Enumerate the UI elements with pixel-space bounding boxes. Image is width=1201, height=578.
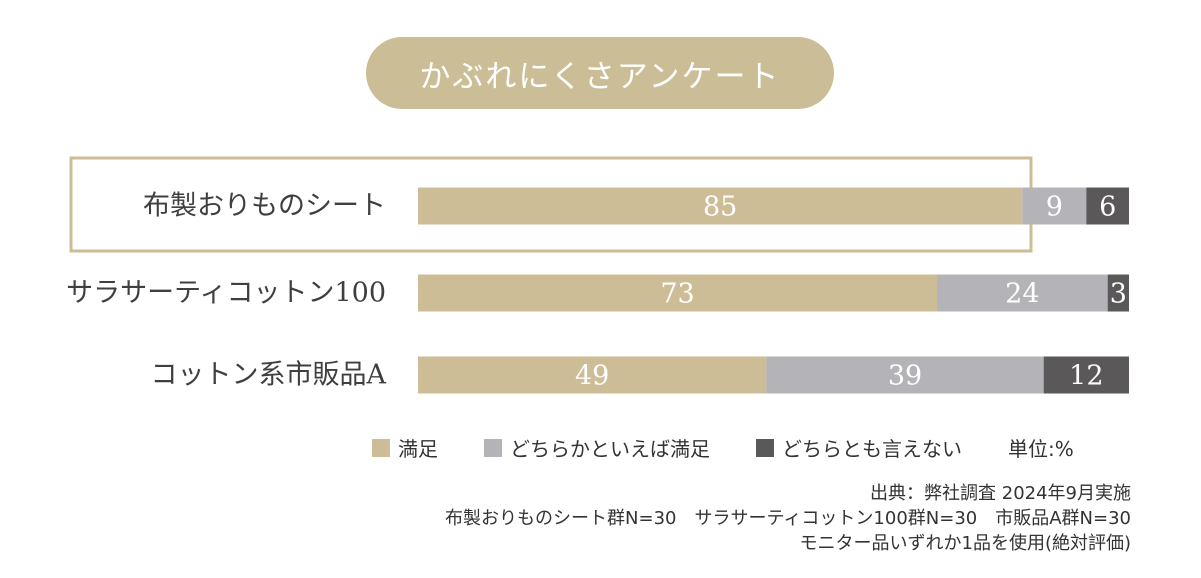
bar-segment (1043, 356, 1129, 394)
unit-label: 単位:% (1008, 437, 1074, 461)
data-label: 85 (703, 192, 737, 223)
legend: 満足 どちらかといえば満足 どちらとも言えない 単位:% (372, 433, 1074, 462)
legend-swatch-neutral (756, 438, 774, 457)
data-label: 6 (1099, 192, 1116, 223)
data-label: 24 (1005, 279, 1039, 310)
bar-segment (418, 187, 1023, 225)
category-label: 布製おりものシート (143, 191, 386, 222)
data-label: 73 (660, 279, 694, 310)
data-label: 9 (1046, 192, 1063, 223)
source-line-1: 出典：弊社調査 2024年9月実施 (870, 483, 1131, 504)
legend-item-somewhat-satisfied: どちらかといえば満足 (484, 433, 710, 462)
source-line-3: モニター品いずれか1品を使用(絶対評価) (799, 533, 1132, 554)
legend-item-neutral: どちらとも言えない (756, 433, 962, 462)
legend-swatch-satisfied (372, 438, 390, 457)
bar-segment (418, 274, 938, 312)
source-note: 出典：弊社調査 2024年9月実施 布製おりものシート群N=30 サラサーティコ… (445, 481, 1131, 556)
legend-item-satisfied: 満足 (372, 433, 438, 462)
chart-title: かぶれにくさアンケート (366, 37, 834, 109)
data-label: 49 (575, 361, 609, 392)
legend-label-neutral: どちらとも言えない (782, 437, 962, 461)
legend-label-somewhat-satisfied: どちらかといえば満足 (510, 437, 710, 461)
source-line-2: 布製おりものシート群N=30 サラサーティコットン100群N=30 市販品A群N… (445, 508, 1131, 529)
stacked-bar-chart: 布製おりものシート 85 9 6 サラサーティコットン100 73 24 3 コットン系市販品A… (66, 156, 1129, 394)
category-label: サラサーティコットン100 (66, 278, 386, 309)
data-label: 3 (1110, 279, 1127, 310)
bar-segment (937, 274, 1108, 312)
bar-segment (418, 356, 767, 394)
legend-unit: 単位:% (1008, 433, 1074, 462)
legend-swatch-somewhat-satisfied (484, 438, 502, 457)
data-label: 12 (1069, 361, 1103, 392)
bar-segment (1086, 187, 1129, 225)
bar-segment (766, 356, 1044, 394)
legend-label-satisfied: 満足 (398, 437, 438, 461)
data-label: 39 (888, 361, 922, 392)
bar-segment (1022, 187, 1087, 225)
bar-segment (1107, 274, 1129, 312)
category-label: コットン系市販品A (151, 360, 387, 391)
